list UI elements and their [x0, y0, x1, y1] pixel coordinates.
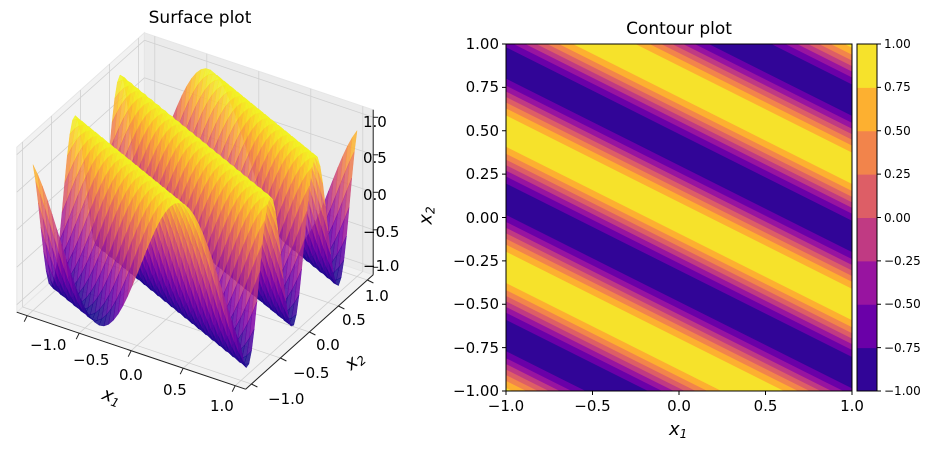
x1-tick: [75, 332, 80, 340]
contour-x2-axis-label: x2: [415, 206, 438, 225]
colorbar-segment: [857, 87, 877, 132]
colorbar-tick-label: 1.00: [884, 37, 911, 51]
contour-x1-tick-label: −1.0: [487, 397, 525, 415]
surface-facet: [236, 334, 244, 362]
x2-tick: [367, 279, 374, 284]
colorbar-tick-label: 0.75: [884, 80, 911, 95]
colorbar-segment: [857, 174, 877, 218]
surface-x2-tick-label: −1.0: [268, 390, 305, 408]
x2-tick: [309, 331, 316, 336]
surface-x1-tick-label: 1.0: [210, 397, 234, 415]
colorbar-tick-label: −0.75: [884, 340, 921, 355]
colorbar-segment: [857, 44, 877, 88]
surface-z-tick-label: −0.5: [363, 223, 400, 241]
contour-x2-tick-label: 0.50: [465, 121, 499, 140]
surface-x1-tick-label: 0.0: [119, 366, 143, 384]
colorbar-tick-label: −0.25: [884, 253, 921, 268]
surface-x1-tick-label: −0.5: [73, 351, 110, 369]
x1-tick: [127, 350, 132, 357]
x1-tick: [23, 315, 28, 322]
surface-z-tick-label: 0.0: [363, 186, 387, 204]
surface-x1-tick-label: 0.5: [163, 381, 187, 399]
x2-tick: [251, 383, 258, 388]
contour-x2-tick-label: 0.00: [465, 208, 499, 227]
gridline: [16, 40, 145, 155]
colorbar-segment: [857, 260, 877, 305]
contour-x1-tick-label: −0.5: [574, 397, 611, 415]
surface-plot-title: Surface plot: [148, 8, 252, 28]
surface-z-tick-label: −1.0: [363, 257, 400, 275]
contour-x2-tick-label: −0.50: [453, 295, 499, 314]
surface-x1-tick-label: −1.0: [30, 336, 67, 354]
contour-x2-tick-label: −0.75: [453, 338, 499, 357]
contour-x2-tick-label: −1.00: [453, 382, 499, 400]
colorbar-tick-label: 0.50: [884, 123, 911, 138]
colorbar-segment: [857, 217, 877, 262]
surface-z-tick-label: 1.0: [363, 113, 387, 131]
contour-plot-title: Contour plot: [626, 19, 732, 39]
surface-x2-tick-label: −0.5: [293, 364, 330, 382]
colorbar-segment: [857, 130, 877, 175]
contour-fill: [505, 43, 853, 392]
contour-x1-axis-label: x1: [669, 419, 688, 441]
x2-tick: [280, 357, 287, 362]
colorbar-segment: [857, 347, 877, 392]
contour-x2-tick-label: 0.75: [465, 78, 499, 97]
colorbar-segment: [857, 304, 877, 349]
surface-x2-tick-label: 0.5: [342, 311, 366, 329]
x1-tick: [231, 385, 236, 392]
gridline: [234, 271, 364, 386]
contour-x2-tick-label: −0.25: [453, 251, 499, 270]
colorbar-tick-label: 0.00: [884, 210, 911, 225]
contour-x1-tick-label: 1.0: [840, 397, 864, 415]
surface-x2-tick-label: 0.0: [316, 336, 340, 354]
contour-x2-tick-label: 1.00: [465, 35, 499, 53]
gridline: [144, 39, 374, 118]
colorbar-tick-label: −0.50: [884, 297, 921, 312]
contour-x1-tick-label: 0.5: [753, 397, 778, 415]
x1-tick: [179, 367, 184, 375]
surface-z-tick-label: 0.5: [363, 149, 387, 167]
colorbar-tick-label: 0.25: [884, 167, 911, 182]
contour-x2-tick-label: 0.25: [465, 165, 499, 184]
surface-x2-tick-label: 1.0: [365, 287, 389, 305]
x2-tick: [338, 305, 345, 310]
contour-x1-tick-label: 0.0: [667, 397, 691, 415]
colorbar-tick-label: −1.00: [884, 384, 921, 398]
